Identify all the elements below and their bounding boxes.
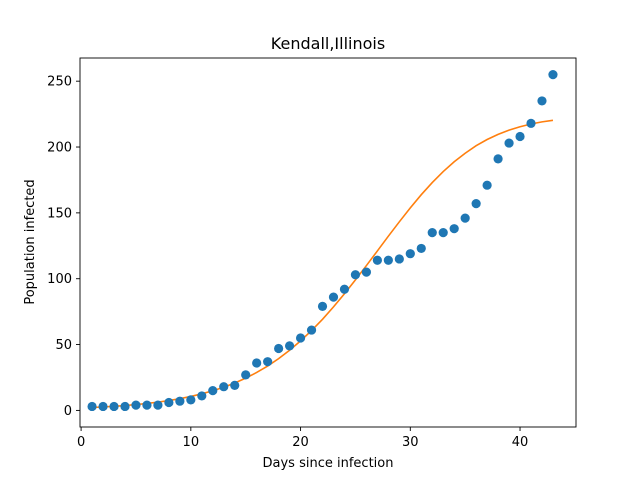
data-point (427, 228, 437, 238)
data-point (197, 391, 207, 401)
data-point (186, 395, 196, 405)
data-point (131, 400, 141, 410)
data-point (471, 199, 481, 209)
y-tick-label: 50 (55, 338, 72, 353)
plot-frame (79, 57, 577, 428)
axes-layer: 0 10 20 30 40 0 50 100 150 200 250 (47, 57, 577, 450)
data-point (515, 131, 525, 142)
data-point (284, 341, 295, 351)
data-point (274, 343, 284, 354)
data-point (175, 396, 185, 406)
data-point (295, 333, 306, 343)
data-point (372, 255, 382, 265)
data-point (548, 69, 558, 80)
y-tick-label: 250 (47, 75, 72, 90)
data-point (142, 400, 152, 410)
data-point (361, 267, 372, 277)
data-point (526, 118, 536, 128)
data-point (208, 386, 218, 396)
data-point (350, 270, 361, 280)
x-tick-label: 0 (77, 435, 85, 450)
data-point (230, 380, 240, 390)
data-point (241, 370, 251, 380)
data-point (405, 249, 415, 259)
y-tick-label: 200 (47, 141, 72, 156)
data-point (109, 401, 119, 412)
y-tick-label: 150 (47, 206, 72, 221)
data-point (164, 397, 174, 408)
x-tick-label: 20 (292, 435, 309, 450)
data-point (317, 301, 328, 311)
data-point (460, 213, 470, 223)
data-point (339, 284, 350, 294)
data-point (383, 255, 393, 265)
points-layer (87, 69, 558, 412)
data-point (328, 292, 339, 302)
data-point (416, 243, 426, 254)
data-point (263, 357, 273, 367)
x-axis-label: Days since infection (263, 456, 394, 471)
data-point (219, 382, 229, 392)
data-point (153, 400, 163, 410)
y-tick-label: 0 (64, 404, 72, 419)
x-tick-label: 40 (512, 435, 529, 450)
data-point (537, 96, 547, 106)
data-point (504, 138, 514, 148)
data-point (306, 325, 317, 335)
y-tick-label: 100 (47, 272, 72, 287)
data-point (98, 401, 108, 412)
data-point (120, 401, 130, 412)
data-point (482, 180, 492, 190)
data-point (493, 154, 503, 164)
data-point (87, 401, 97, 412)
data-point (394, 254, 404, 264)
data-point (438, 228, 448, 238)
x-tick-label: 30 (402, 435, 419, 450)
data-point (449, 224, 459, 234)
x-tick-label: 10 (183, 435, 200, 450)
chart-title: Kendall,Illinois (271, 34, 385, 53)
y-axis-label: Population infected (23, 179, 38, 304)
data-point (252, 358, 262, 368)
